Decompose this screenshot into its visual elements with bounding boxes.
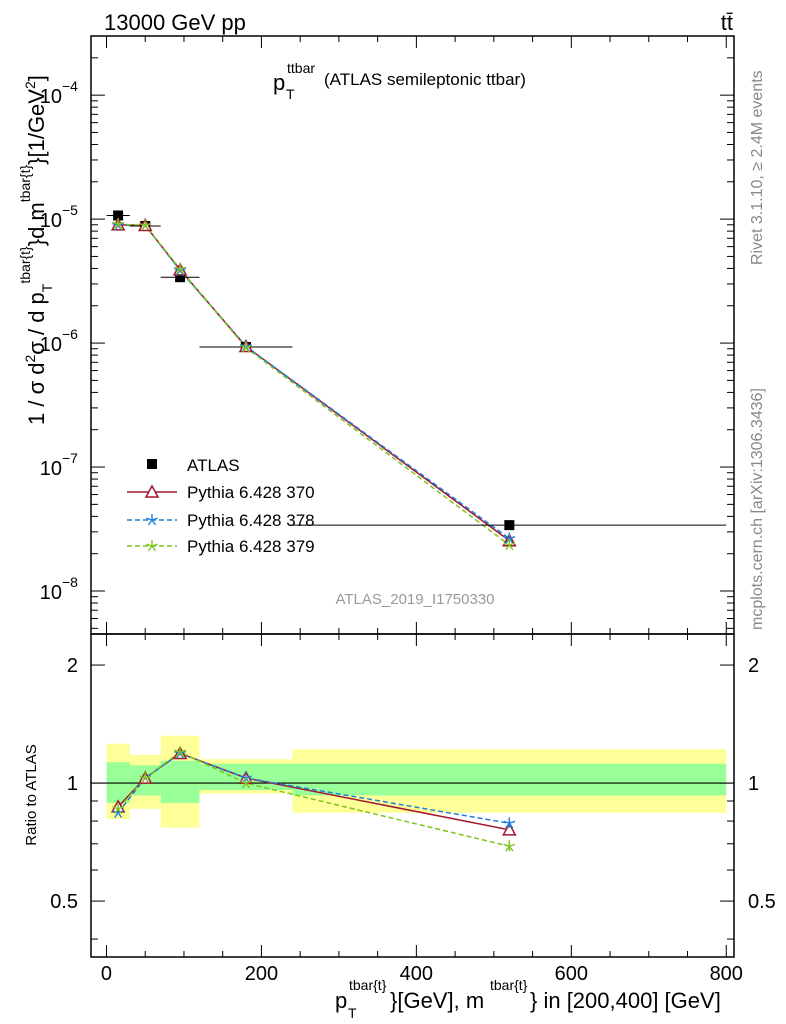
legend-label-379: Pythia 6.428 379 bbox=[187, 537, 315, 556]
ratio-star-point bbox=[503, 840, 516, 852]
legend-label-atlas: ATLAS bbox=[187, 456, 240, 475]
y-tick-label: 10 −5 bbox=[40, 202, 78, 232]
ratio-y-tick-label-left: 0.5 bbox=[50, 891, 78, 913]
x-label-sub: T bbox=[348, 1005, 357, 1021]
title-description: (ATLAS semileptonic ttbar) bbox=[324, 70, 526, 89]
rivet-version-label: Rivet 3.1.10, ≥ 2.4M events bbox=[749, 70, 766, 265]
title-superscript: ttbar bbox=[287, 60, 315, 76]
main-series-markers bbox=[106, 210, 727, 551]
x-label-end: } in [200,400] [GeV] bbox=[530, 988, 721, 1013]
legend-marker-379 bbox=[146, 540, 158, 552]
ratio-star-point bbox=[112, 802, 125, 815]
x-tick-label: 0 bbox=[101, 963, 112, 985]
mcplots-label: mcplots.cern.ch [arXiv:1306.3436] bbox=[749, 388, 766, 630]
main-axis-ticks bbox=[91, 36, 734, 634]
pythia-star-point-2 bbox=[503, 532, 516, 544]
y-tick-label-base: 10 bbox=[40, 334, 62, 356]
x-label-sup1: tbar{t} bbox=[349, 977, 387, 993]
pythia-star-point-3 bbox=[240, 341, 252, 353]
y-tick-label-exponent: −6 bbox=[62, 326, 78, 342]
x-label-sup2: tbar{t} bbox=[490, 977, 528, 993]
ratio-plot-frame bbox=[90, 633, 735, 958]
y-tick-label-exponent: −4 bbox=[62, 78, 78, 94]
ratio-y-tick-labels: 0.5 0.5 1 1 2 2 bbox=[50, 655, 776, 913]
y-tick-label: 10 −6 bbox=[40, 326, 78, 356]
pythia-star-point-3 bbox=[174, 263, 187, 275]
title-p: p bbox=[273, 70, 285, 95]
ratio-axis-ticks bbox=[91, 634, 734, 957]
ratio-star-point bbox=[174, 746, 187, 758]
ratio-y-tick-label-right: 1 bbox=[748, 773, 759, 795]
legend-marker-378 bbox=[146, 514, 158, 526]
ratio-plot-panel: 0.5 0.51 12 2 0 200 400 600 800 Ratio to ATLAS … bbox=[23, 633, 776, 1021]
main-plot-panel: 10−410−510−610−710−8 p T ttbar (ATLAS se… bbox=[17, 35, 735, 635]
legend-marker-370 bbox=[144, 484, 160, 498]
main-y-axis-label-text: 1 / σ d2σ / d pTtbar{t}}d mtbar{t}}[1/Ge… bbox=[17, 75, 55, 425]
x-tick-label: 200 bbox=[245, 963, 278, 985]
ratio-star-point bbox=[503, 817, 516, 829]
ratio-y-axis-label: Ratio to ATLAS bbox=[23, 744, 40, 845]
ratio-star-point bbox=[240, 772, 252, 784]
ratio-y-tick-label-right: 0.5 bbox=[748, 891, 776, 913]
energy-label: 13000 GeV pp bbox=[104, 10, 246, 35]
title-subscript: T bbox=[286, 86, 295, 102]
ratio-star-point bbox=[139, 772, 152, 784]
legend: ATLAS Pythia 6.428 370 Pythia 6.428 378 … bbox=[127, 456, 315, 556]
analysis-id-label: ATLAS_2019_I1750330 bbox=[335, 591, 494, 608]
x-axis-label: p T tbar{t} }[GeV], m tbar{t} } in [200,… bbox=[335, 977, 721, 1021]
legend-label-370: Pythia 6.428 370 bbox=[187, 483, 315, 502]
legend-label-378: Pythia 6.428 378 bbox=[187, 511, 315, 530]
y-tick-label-exponent: −7 bbox=[62, 450, 78, 466]
ratio-uncertainty-bands bbox=[106, 735, 727, 828]
y-tick-label: 10 −8 bbox=[40, 574, 78, 604]
legend-marker-atlas bbox=[147, 459, 157, 469]
ratio-y-tick-label-right: 2 bbox=[748, 655, 759, 677]
x-label-p: p bbox=[335, 988, 347, 1013]
y-tick-label: 10 −7 bbox=[40, 450, 78, 480]
y-tick-label-base: 10 bbox=[40, 210, 62, 232]
ratio-star-point bbox=[240, 777, 252, 789]
ratio-y-tick-label-left: 1 bbox=[67, 773, 78, 795]
ratio-inner-band bbox=[292, 763, 727, 796]
y-tick-label-base: 10 bbox=[40, 458, 62, 480]
main-y-axis-label: 1 / σ d2σ / d pTtbar{t}}d mtbar{t}}[1/Ge… bbox=[17, 75, 55, 425]
process-label: tt̄ bbox=[721, 10, 733, 35]
y-tick-label: 10 −4 bbox=[40, 78, 78, 108]
ratio-series-markers bbox=[110, 745, 517, 852]
x-label-mid: }[GeV], m bbox=[390, 988, 484, 1013]
main-y-tick-labels: 10−410−510−610−710−8 bbox=[40, 78, 78, 604]
pythia-star-point-3 bbox=[112, 218, 125, 230]
x-tick-label: 400 bbox=[400, 963, 433, 985]
y-tick-label-base: 10 bbox=[40, 86, 62, 108]
ratio-370-point bbox=[502, 822, 517, 836]
plot-title: p bbox=[273, 70, 285, 95]
x-tick-labels: 0 200 400 600 800 bbox=[101, 963, 743, 985]
x-tick-label: 800 bbox=[710, 963, 743, 985]
pythia-star-point-3 bbox=[503, 539, 516, 551]
pythia-star-point-3 bbox=[139, 219, 152, 231]
ratio-y-tick-label-left: 2 bbox=[67, 655, 78, 677]
y-tick-label-base: 10 bbox=[40, 582, 62, 604]
x-tick-label: 600 bbox=[555, 963, 588, 985]
y-tick-label-exponent: −8 bbox=[62, 574, 78, 590]
y-tick-label-exponent: −5 bbox=[62, 202, 78, 218]
ratio-inner-band bbox=[160, 760, 200, 803]
